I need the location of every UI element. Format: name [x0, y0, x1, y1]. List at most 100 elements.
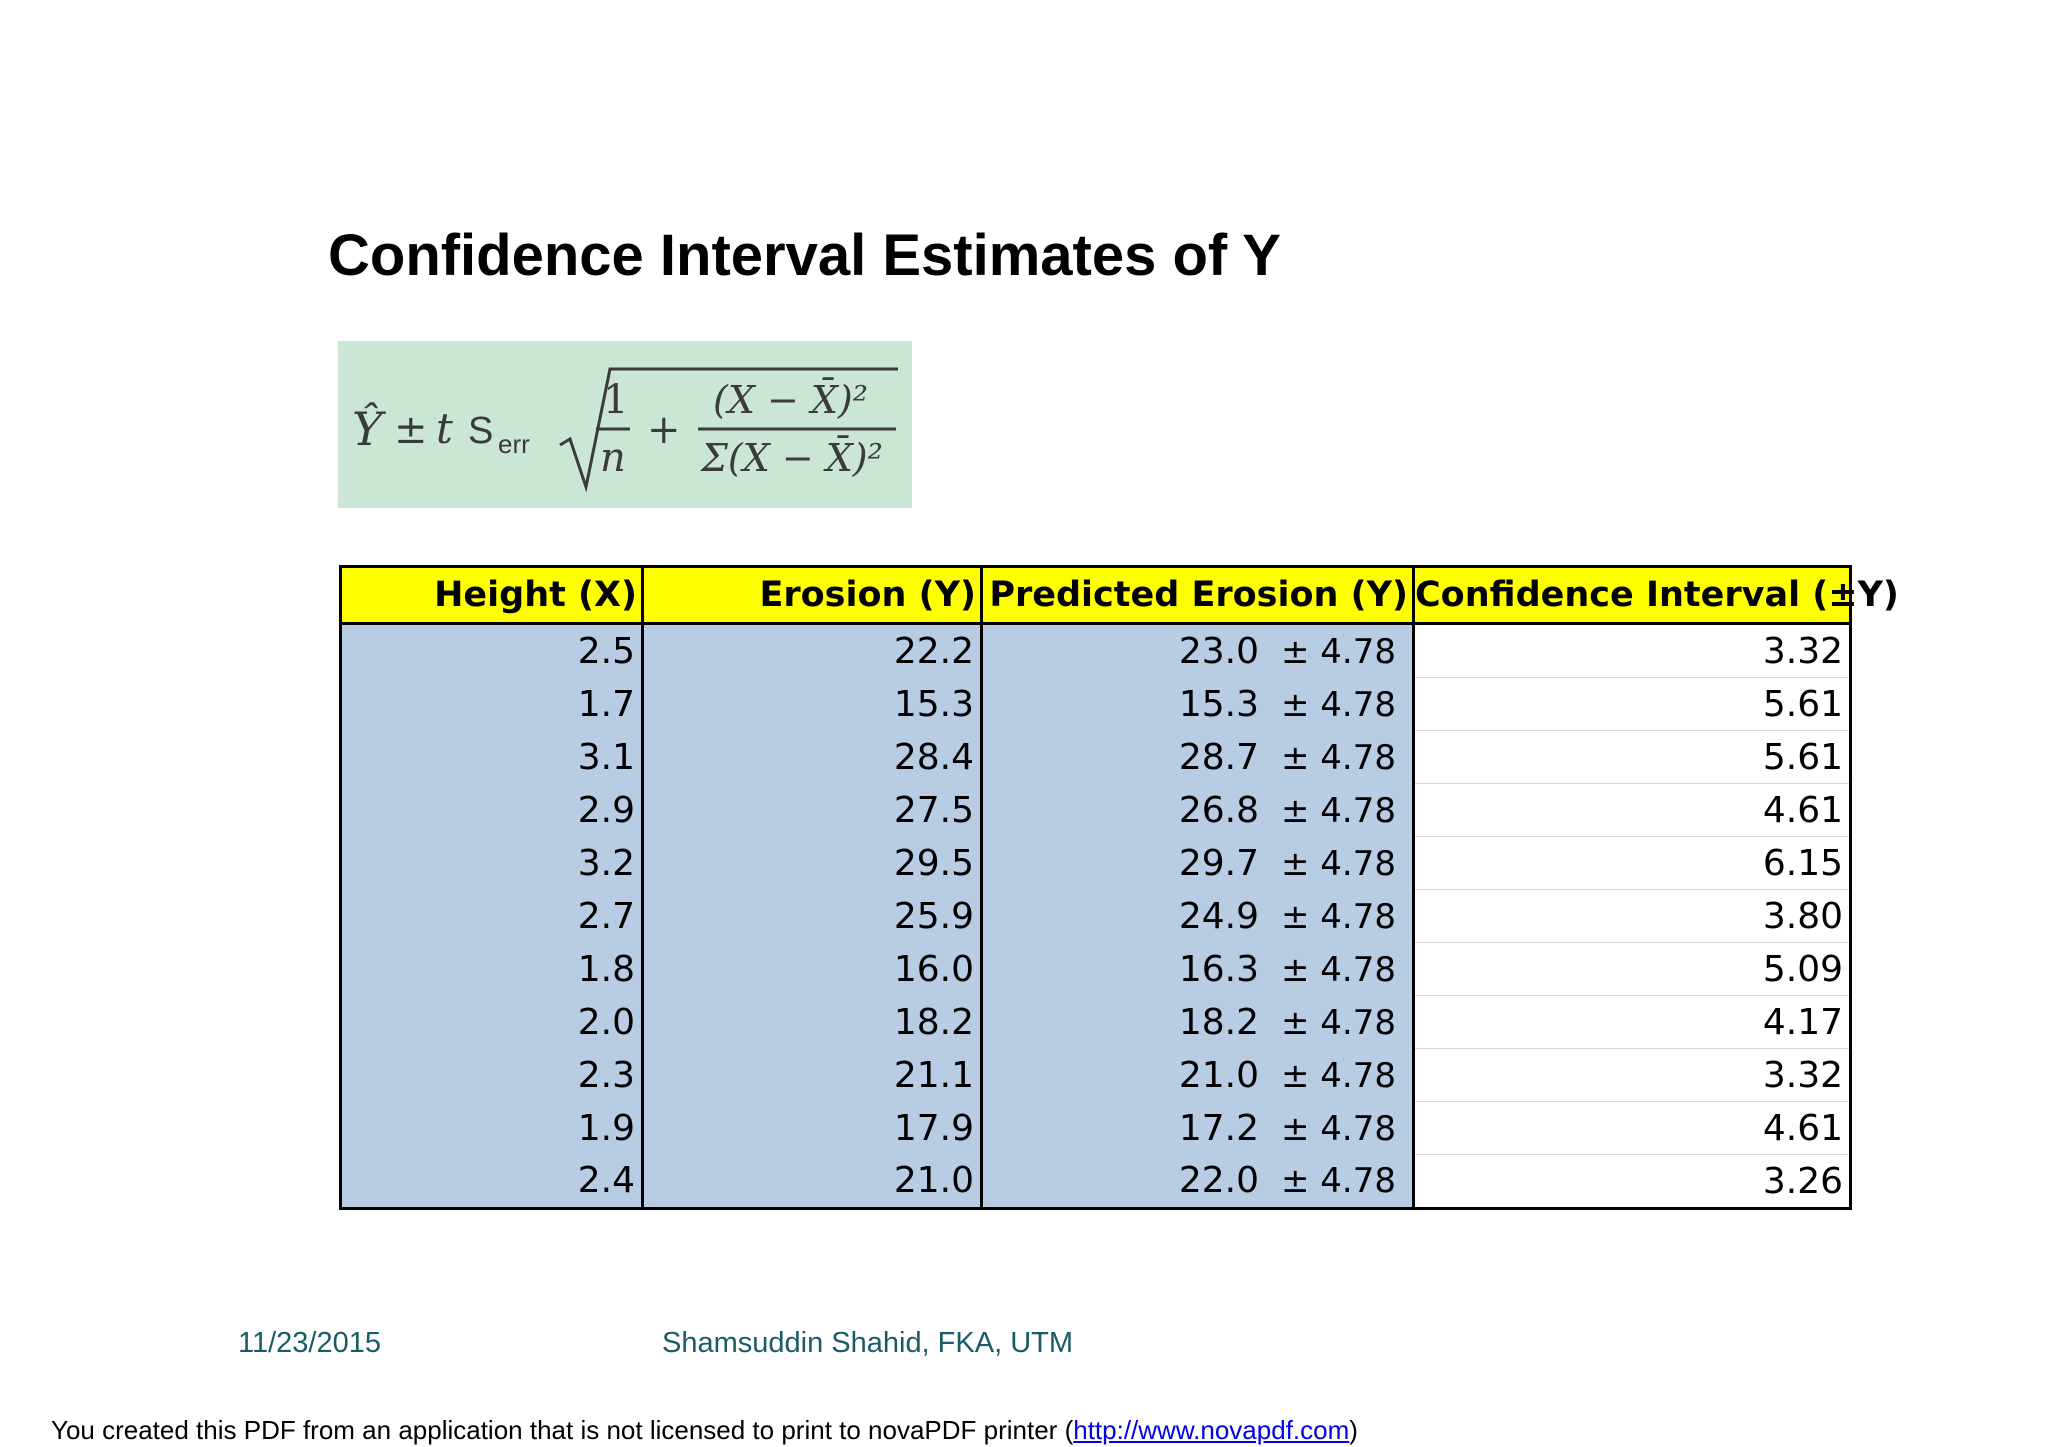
- formula-s: S: [468, 410, 493, 452]
- predicted-pm-label: ± 4.78: [1281, 631, 1396, 672]
- cell-erosion: 16.0: [641, 942, 983, 996]
- table-row: 2.9 27.5 26.8 ± 4.78 4.61: [339, 783, 1852, 837]
- formula-n: n: [600, 435, 626, 481]
- predicted-pm-label: ± 4.78: [1281, 1055, 1396, 1096]
- cell-height: 2.5: [339, 623, 644, 678]
- cell-confidence-interval: 3.32: [1412, 623, 1852, 678]
- predicted-pm-label: ± 4.78: [1281, 737, 1396, 778]
- predicted-pm-label: ± 4.78: [1281, 843, 1396, 884]
- predicted-pm-label: ± 4.78: [1281, 684, 1396, 725]
- cell-predicted: 22.0 ± 4.78: [980, 1154, 1415, 1210]
- formula-t: t: [436, 404, 453, 453]
- cell-erosion: 18.2: [641, 995, 983, 1049]
- cell-height: 2.3: [339, 1048, 644, 1102]
- cell-height: 2.4: [339, 1154, 644, 1210]
- table-row: 1.9 17.9 17.2 ± 4.78 4.61: [339, 1101, 1852, 1155]
- predicted-pm-label: ± 4.78: [1281, 1002, 1396, 1043]
- page-title: Confidence Interval Estimates of Y: [328, 223, 1281, 288]
- cell-predicted: 28.7 ± 4.78: [980, 730, 1415, 784]
- cell-confidence-interval: 4.61: [1412, 1101, 1852, 1155]
- cell-height: 3.2: [339, 836, 644, 890]
- table-row: 1.8 16.0 16.3 ± 4.78 5.09: [339, 942, 1852, 996]
- table-row: 3.2 29.5 29.7 ± 4.78 6.15: [339, 836, 1852, 890]
- cell-predicted: 18.2 ± 4.78: [980, 995, 1415, 1049]
- predicted-value: 17.2: [1178, 1107, 1259, 1149]
- novapdf-link[interactable]: http://www.novapdf.com: [1073, 1415, 1350, 1445]
- cell-confidence-interval: 4.61: [1412, 783, 1852, 837]
- header-height: Height (X): [339, 565, 644, 625]
- cell-confidence-interval: 5.61: [1412, 677, 1852, 731]
- predicted-value: 15.3: [1178, 683, 1259, 725]
- cell-erosion: 27.5: [641, 783, 983, 837]
- cell-height: 2.7: [339, 889, 644, 943]
- cell-erosion: 21.0: [641, 1154, 983, 1210]
- cell-erosion: 28.4: [641, 730, 983, 784]
- predicted-value: 21.0: [1178, 1054, 1259, 1096]
- cell-height: 1.7: [339, 677, 644, 731]
- table-row: 2.0 18.2 18.2 ± 4.78 4.17: [339, 995, 1852, 1049]
- cell-height: 2.0: [339, 995, 644, 1049]
- cell-erosion: 25.9: [641, 889, 983, 943]
- cell-predicted: 17.2 ± 4.78: [980, 1101, 1415, 1155]
- cell-predicted: 29.7 ± 4.78: [980, 836, 1415, 890]
- license-notice-close: ): [1349, 1415, 1358, 1445]
- cell-confidence-interval: 4.17: [1412, 995, 1852, 1049]
- predicted-value: 23.0: [1178, 630, 1259, 672]
- predicted-value: 22.0: [1178, 1160, 1259, 1202]
- formula-numerator: (X − X̄)²: [713, 378, 868, 422]
- formula-yhat: Ŷ: [352, 401, 387, 456]
- table-row: 2.5 22.2 23.0 ± 4.78 3.32: [339, 623, 1852, 678]
- footer-author: Shamsuddin Shahid, FKA, UTM: [662, 1327, 1074, 1359]
- table-row: 2.3 21.1 21.0 ± 4.78 3.32: [339, 1048, 1852, 1102]
- cell-predicted: 15.3 ± 4.78: [980, 677, 1415, 731]
- predicted-pm-label: ± 4.78: [1281, 949, 1396, 990]
- cell-predicted: 23.0 ± 4.78: [980, 623, 1415, 678]
- formula-pm: ±: [394, 407, 428, 453]
- cell-height: 1.8: [339, 942, 644, 996]
- formula-plus: +: [647, 407, 681, 453]
- cell-confidence-interval: 3.80: [1412, 889, 1852, 943]
- formula-denominator: Σ(X − X̄)²: [699, 436, 883, 480]
- cell-predicted: 24.9 ± 4.78: [980, 889, 1415, 943]
- predicted-pm-label: ± 4.78: [1281, 1108, 1396, 1149]
- cell-erosion: 15.3: [641, 677, 983, 731]
- cell-height: 2.9: [339, 783, 644, 837]
- predicted-value: 24.9: [1178, 895, 1259, 937]
- table-row: 1.7 15.3 15.3 ± 4.78 5.61: [339, 677, 1852, 731]
- confidence-interval-table: Height (X) Erosion (Y) Predicted Erosion…: [339, 565, 1899, 1210]
- formula-err: err: [498, 429, 530, 459]
- predicted-pm-label: ± 4.78: [1281, 1161, 1396, 1202]
- cell-height: 3.1: [339, 730, 644, 784]
- cell-confidence-interval: 3.26: [1412, 1154, 1852, 1210]
- cell-predicted: 16.3 ± 4.78: [980, 942, 1415, 996]
- cell-erosion: 29.5: [641, 836, 983, 890]
- header-erosion: Erosion (Y): [641, 565, 983, 625]
- footer-date: 11/23/2015: [238, 1327, 381, 1359]
- table-row: 2.4 21.0 22.0 ± 4.78 3.26: [339, 1154, 1852, 1210]
- header-predicted-erosion: Predicted Erosion (Y): [980, 565, 1415, 625]
- cell-confidence-interval: 3.32: [1412, 1048, 1852, 1102]
- predicted-value: 18.2: [1178, 1001, 1259, 1043]
- predicted-pm-label: ± 4.78: [1281, 896, 1396, 937]
- table-header-row: Height (X) Erosion (Y) Predicted Erosion…: [339, 565, 1899, 625]
- cell-confidence-interval: 5.09: [1412, 942, 1852, 996]
- predicted-pm-label: ± 4.78: [1281, 790, 1396, 831]
- cell-predicted: 26.8 ± 4.78: [980, 783, 1415, 837]
- predicted-value: 26.8: [1178, 789, 1259, 831]
- cell-confidence-interval: 6.15: [1412, 836, 1852, 890]
- cell-erosion: 17.9: [641, 1101, 983, 1155]
- table-row: 2.7 25.9 24.9 ± 4.78 3.80: [339, 889, 1852, 943]
- header-confidence-interval: Confidence Interval (±Y): [1412, 565, 1899, 625]
- cell-height: 1.9: [339, 1101, 644, 1155]
- cell-predicted: 21.0 ± 4.78: [980, 1048, 1415, 1102]
- cell-erosion: 21.1: [641, 1048, 983, 1102]
- license-notice-text: You created this PDF from an application…: [51, 1415, 1074, 1445]
- cell-erosion: 22.2: [641, 623, 983, 678]
- confidence-interval-formula: Ŷ ± t S err 1 n + (X − X̄)² Σ(X − X̄)²: [338, 341, 912, 508]
- table-row: 3.1 28.4 28.7 ± 4.78 5.61: [339, 730, 1852, 784]
- cell-confidence-interval: 5.61: [1412, 730, 1852, 784]
- predicted-value: 29.7: [1178, 842, 1259, 884]
- predicted-value: 28.7: [1178, 736, 1259, 778]
- formula-one: 1: [603, 377, 628, 423]
- license-notice: You created this PDF from an application…: [51, 1415, 1358, 1446]
